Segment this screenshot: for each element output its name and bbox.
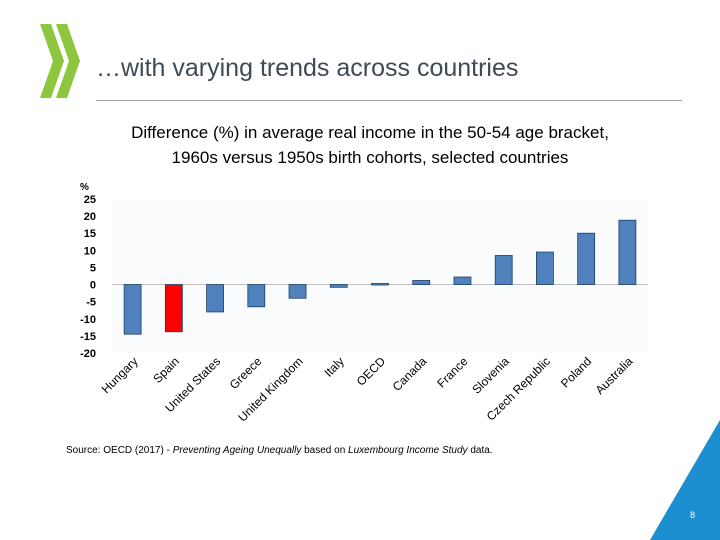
x-tick-label: Canada [390, 354, 430, 394]
bar [123, 284, 142, 335]
bar [453, 276, 472, 285]
source-dataset: Luxembourg Income Study [348, 445, 468, 456]
bar [288, 284, 307, 299]
y-tick-label: 0 [90, 280, 96, 292]
bar [536, 251, 554, 285]
source-note: Source: OECD (2017) - Preventing Ageing … [66, 445, 493, 456]
bar [206, 284, 224, 313]
y-tick-label: 15 [84, 228, 96, 240]
x-tick-label: Poland [558, 354, 594, 390]
bar [577, 232, 596, 285]
source-suffix: data. [467, 445, 493, 456]
x-tick-label: Greece [227, 354, 265, 392]
bar [164, 284, 183, 333]
y-tick-label: 10 [84, 245, 96, 257]
source-middle: based on [301, 445, 349, 456]
chart-title: Difference (%) in average real income in… [131, 123, 609, 167]
bar [412, 280, 431, 285]
bar [618, 219, 637, 285]
bar [247, 284, 266, 308]
y-tick-label: -10 [80, 314, 96, 326]
y-tick-label: 20 [84, 211, 96, 223]
source-prefix: Source: OECD (2017) - [66, 445, 173, 456]
oecd-logo [40, 24, 80, 98]
bar [494, 255, 513, 285]
title-divider [96, 100, 682, 101]
x-tick-label: Australia [593, 354, 636, 397]
x-tick-label: Italy [321, 354, 346, 379]
x-tick-label: Spain [150, 354, 182, 386]
y-axis-label: % [80, 182, 89, 193]
y-tick-label: 25 [84, 194, 96, 206]
source-title: Preventing Ageing Unequally [172, 445, 302, 456]
page-number: 8 [690, 510, 696, 520]
x-tick-label: Hungary [99, 354, 141, 396]
y-tick-label: -20 [80, 348, 96, 360]
bar [329, 284, 348, 288]
x-tick-label: Slovenia [469, 354, 512, 397]
logo-chevron-left [40, 24, 64, 98]
logo-chevron-right [56, 24, 80, 98]
bar [371, 283, 389, 286]
y-tick-label: 5 [90, 262, 96, 274]
x-tick-label: France [434, 354, 471, 391]
slide-title: …with varying trends across countries [96, 54, 519, 82]
x-tick-label: OECD [354, 354, 389, 389]
corner-triangle [650, 420, 720, 540]
y-tick-label: -5 [86, 297, 96, 309]
plot-area [112, 199, 648, 353]
corner-accent [650, 420, 720, 540]
y-tick-label: -15 [80, 331, 96, 343]
